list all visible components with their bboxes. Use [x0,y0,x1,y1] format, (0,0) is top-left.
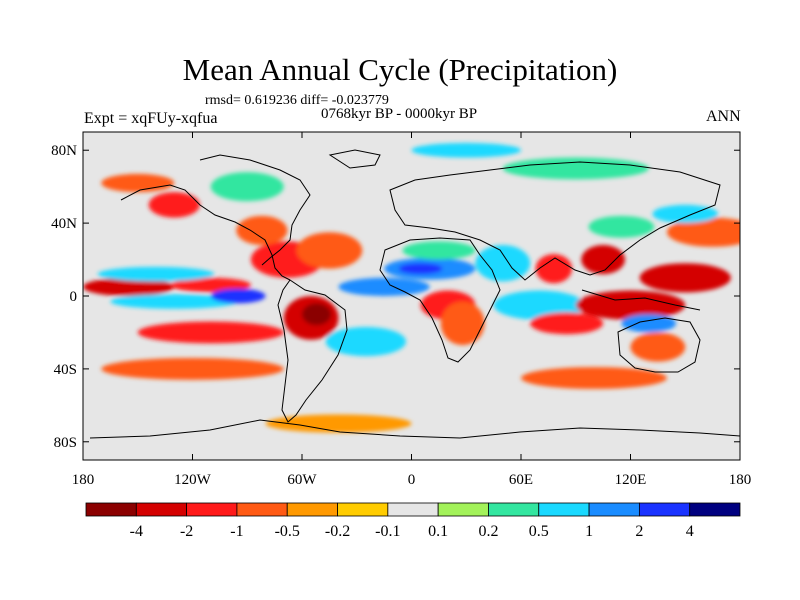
colorbar-label-3: -0.5 [275,523,300,540]
precip-region-31 [265,414,412,433]
y-tick-label-1: 40N [51,216,77,232]
colorbar-swatch-11 [638,502,691,517]
precip-region-34 [101,173,175,193]
precip-region-29 [101,357,284,380]
precip-region-17 [475,244,531,282]
precip-region-20 [535,254,573,284]
precip-region-32 [411,142,521,158]
precip-region-3 [110,294,239,309]
south-america-coast [277,279,348,423]
axis-ticks: 180 120W 60W 0 60E 120E 180 80N 40N 0 40S 80S [51,132,751,488]
colorbar-swatch-10 [588,502,640,517]
colorbar-label-0: -4 [130,523,143,540]
precip-region-1 [170,277,251,293]
colorbar-label-5: -0.1 [375,523,400,540]
rmsd-diff-label: rmsd= 0.619236 diff= -0.023779 [205,93,389,108]
maritime-continent-coast [581,289,701,311]
precip-region-6 [302,303,332,326]
precip-region-21 [581,244,626,275]
precip-region-22 [575,290,686,320]
y-tick-label-3: 40S [54,362,77,378]
y-tick-label-0: 80N [51,143,77,159]
eurasia-coast [389,161,721,281]
colorbar-label-11: 4 [686,523,694,540]
colorbar-swatch-2 [186,502,238,517]
australia-coast [617,317,701,373]
colorbar-swatch-7 [437,502,489,517]
precip-region-33 [502,157,649,180]
coastlines [89,149,740,439]
x-tick-label-4: 60E [509,472,533,488]
colorbar-label-2: -1 [230,523,243,540]
colorbar-swatch-9 [538,502,590,517]
precip-region-10 [325,326,407,357]
precip-region-8 [236,215,288,245]
precip-region-30 [137,321,284,344]
chart-title: Mean Annual Cycle (Precipitation) [182,52,618,87]
precip-region-18 [493,290,585,320]
colorbar-swatch-5 [337,502,389,517]
precip-region-0 [83,277,175,296]
precip-region-11 [338,277,430,296]
colorbar-label-8: 0.5 [529,523,549,540]
colorbar: -4 -2 -1 -0.5 -0.2 -0.1 0.1 0.2 0.5 1 2 4 [85,502,741,540]
precip-region-23 [639,263,731,293]
x-tick-label-2: 60W [287,472,317,488]
precip-region-14 [402,241,476,260]
precip-region-27 [652,204,719,224]
precip-region-19 [530,312,604,335]
colorbar-swatch-4 [286,502,338,517]
colorbar-swatch-8 [488,502,540,517]
colorbar-label-6: 0.1 [428,523,448,540]
antarctica-coast [89,419,740,439]
precip-region-9 [296,232,363,269]
y-tick-label-4: 80S [54,435,77,451]
colorbar-label-9: 1 [585,523,593,540]
precip-region-4 [210,288,266,304]
colorbar-swatch-0 [85,502,137,517]
precip-region-25 [630,332,686,362]
precip-region-36 [148,192,200,218]
precip-region-28 [521,367,667,389]
precipitation-field [83,142,740,433]
greenland-coast [328,149,381,169]
colorbar-swatch-1 [135,502,188,517]
colorbar-label-7: 0.2 [478,523,498,540]
precip-region-24 [621,314,677,333]
x-tick-label-5: 120E [615,472,647,488]
precip-region-37 [588,215,655,238]
y-tick-label-2: 0 [70,289,78,305]
x-tick-label-1: 120W [174,472,212,488]
period-label: 0768kyr BP - 0000kyr BP [321,106,478,122]
colorbar-swatch-6 [387,502,439,517]
colorbar-label-1: -2 [180,523,193,540]
precip-region-2 [97,266,215,282]
colorbar-swatch-12 [689,502,741,517]
colorbar-label-4: -0.2 [325,523,350,540]
colorbar-label-10: 2 [635,523,643,540]
x-tick-label-0: 180 [72,472,95,488]
x-tick-label-6: 180 [729,472,752,488]
precip-region-26 [667,217,740,247]
north-america-east-coast [199,154,311,266]
colorbar-swatch-3 [236,502,288,517]
precip-region-13 [398,263,443,275]
season-label: ANN [706,108,741,125]
precip-region-16 [440,301,485,346]
experiment-label: Expt = xqFUy-xqfua [84,110,218,127]
x-tick-label-3: 0 [408,472,416,488]
precip-region-35 [210,172,284,202]
africa-coast [379,237,501,363]
north-america-west-coast [120,184,291,281]
